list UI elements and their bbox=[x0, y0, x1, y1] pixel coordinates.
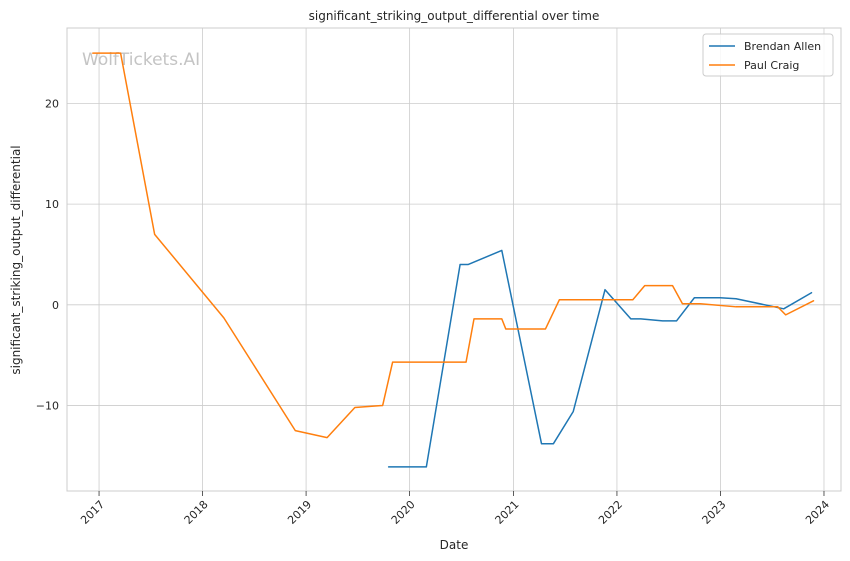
y-axis-ticks: −10 0 10 20 bbox=[36, 97, 59, 412]
y-axis-title: significant_striking_output_differential bbox=[9, 145, 23, 374]
legend-label-paul-craig: Paul Craig bbox=[744, 59, 799, 72]
y-tick-label-3: 20 bbox=[45, 97, 59, 110]
y-tick-label-1: 0 bbox=[52, 299, 59, 312]
plot-frame bbox=[66, 27, 842, 492]
y-tick-label-0: −10 bbox=[36, 399, 59, 412]
series-line-brendan-allen bbox=[387, 249, 813, 468]
legend: Brendan Allen Paul Craig bbox=[702, 33, 834, 77]
series-line-paul-craig bbox=[92, 52, 815, 439]
y-tick-label-2: 10 bbox=[45, 198, 59, 211]
legend-label-brendan-allen: Brendan Allen bbox=[744, 40, 821, 53]
chart-title: significant_striking_output_differential… bbox=[309, 9, 600, 23]
watermark: WolfTickets.AI bbox=[82, 50, 200, 70]
legend-box bbox=[702, 33, 834, 77]
x-axis-title: Date bbox=[440, 538, 469, 552]
series-layer bbox=[92, 52, 815, 468]
